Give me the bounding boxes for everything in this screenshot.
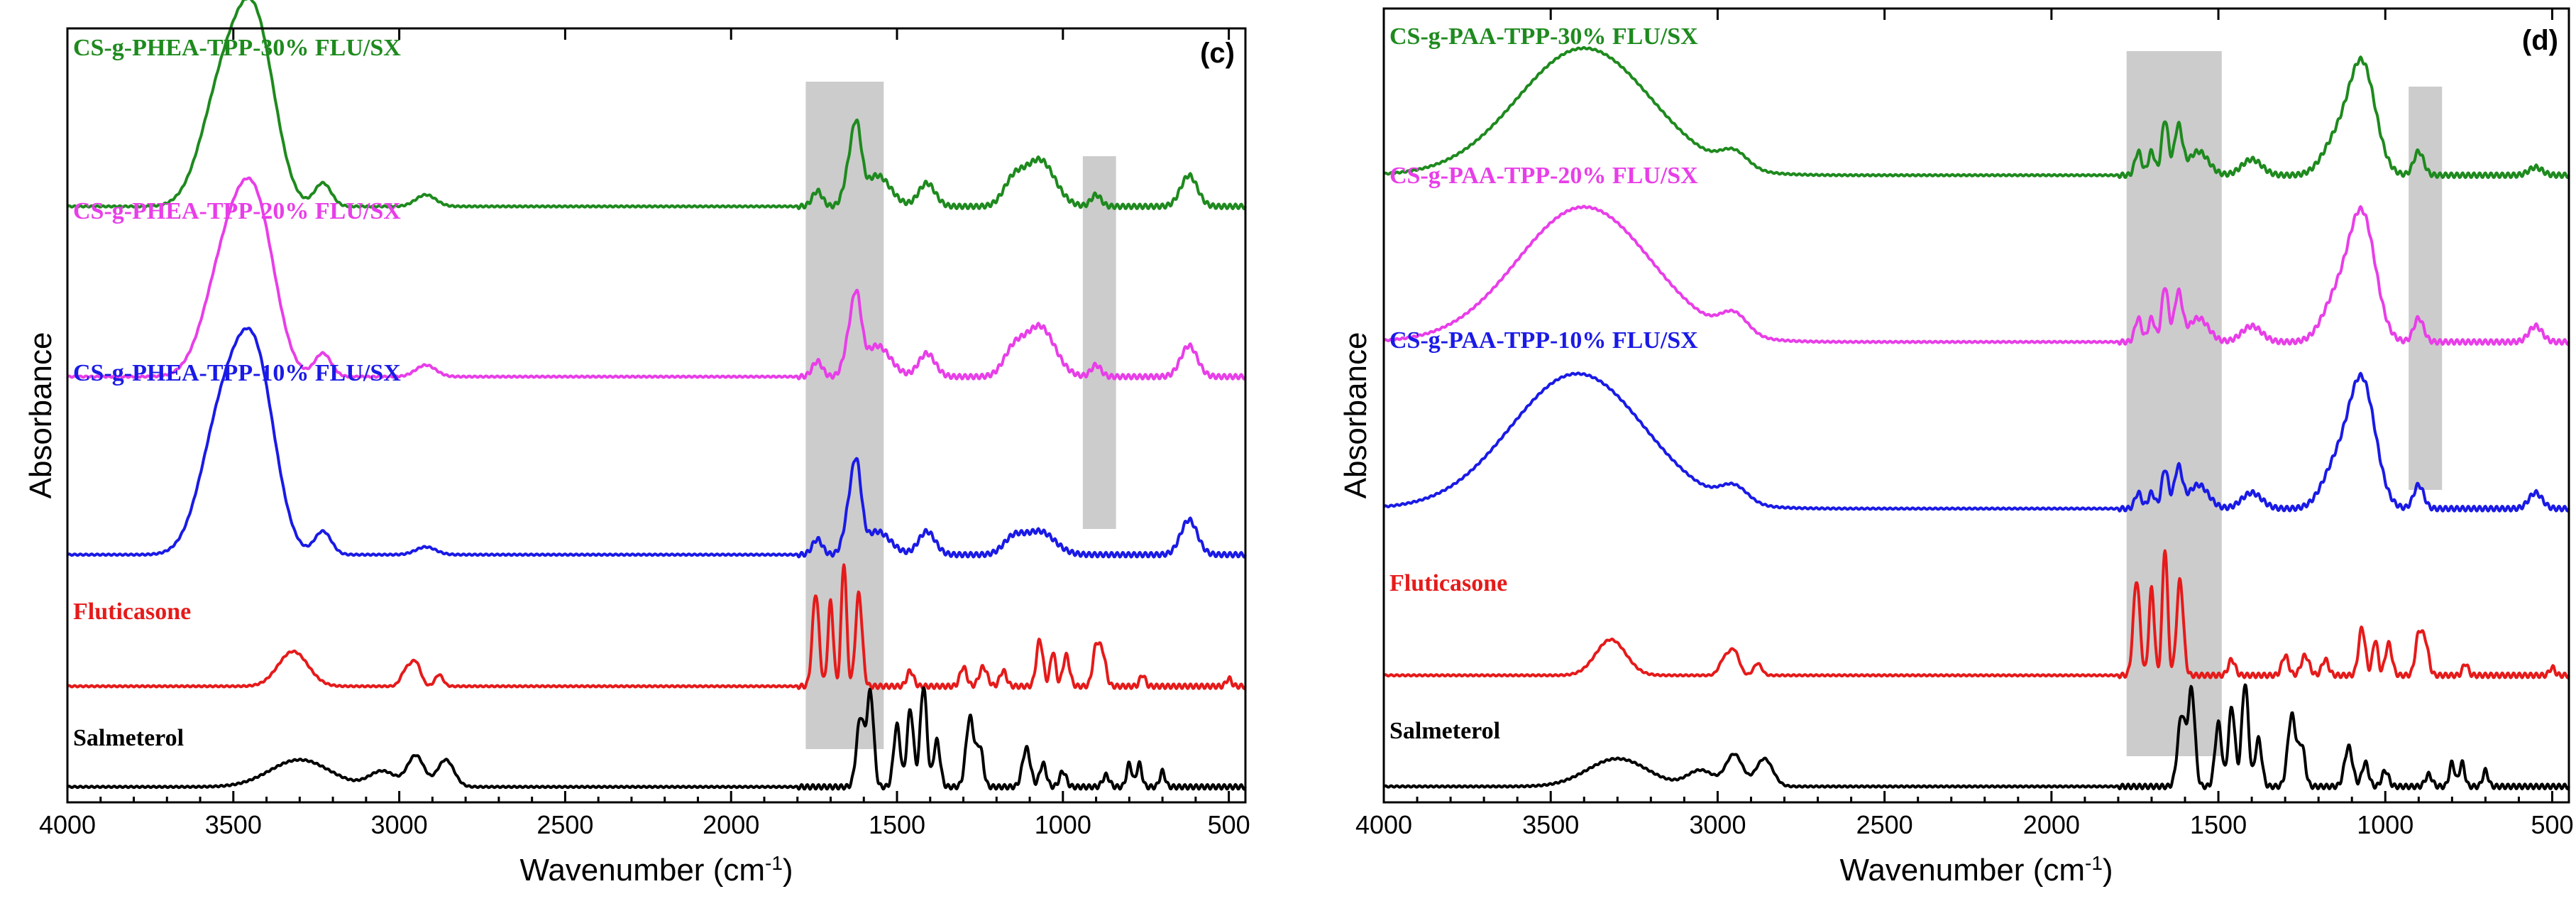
- spectrum-fluticasone: [1382, 549, 2570, 680]
- series-label-phea-30: CS-g-PHEA-TPP-30% FLU/SX: [73, 35, 401, 61]
- x-tick-label: 1000: [2357, 810, 2413, 839]
- spectrum-fluticasone: [66, 563, 1247, 690]
- panel-c-ylabel: Absorbance: [23, 332, 58, 499]
- panel-d-spectra: [1382, 45, 2570, 790]
- series-label-fluticasone-c: Fluticasone: [73, 599, 191, 625]
- x-tick-label: 3000: [1689, 810, 1746, 839]
- series-label-salmeterol-c: Salmeterol: [73, 725, 184, 751]
- panel-d-xlabel: Wavenumber (cm-1): [1839, 852, 2113, 888]
- spectrum-cs-g-phea-tpp-30-flu-sx: [66, 0, 1247, 210]
- panel-c-label: (c): [1200, 38, 1235, 69]
- panel-c: 4000 3500 3000 2500 2000 1500 1000 500 (c) Wave…: [23, 0, 1250, 888]
- panel-d-series-labels: CS-g-PAA-TPP-30% FLU/SX CS-g-PAA-TPP-20%…: [1389, 23, 1698, 744]
- spectrum-cs-g-phea-tpp-20-flu-sx: [66, 176, 1247, 381]
- series-label-paa-10: CS-g-PAA-TPP-10% FLU/SX: [1389, 327, 1698, 354]
- panel-c-xlabel: Wavenumber (cm-1): [519, 852, 793, 888]
- x-tick-label: 1500: [2190, 810, 2247, 839]
- spectrum-salmeterol: [1382, 683, 2570, 790]
- highlight-band-2: [1082, 156, 1116, 529]
- panel-c-highlights: [805, 82, 1116, 749]
- x-tick-label: 500: [2531, 810, 2573, 839]
- x-tick-label: 2500: [1856, 810, 1913, 839]
- panel-d-ylabel: Absorbance: [1338, 332, 1373, 499]
- panel-d-frame: [1382, 7, 2570, 804]
- x-tick-label: 1000: [1035, 810, 1091, 839]
- x-tick-label: 3000: [371, 810, 428, 839]
- x-tick-label: 500: [1208, 810, 1250, 839]
- x-tick-label: 2500: [536, 810, 593, 839]
- panel-c-ticks: 4000 3500 3000 2500 2000 1500 1000 500: [39, 28, 1250, 839]
- series-label-paa-30: CS-g-PAA-TPP-30% FLU/SX: [1389, 23, 1698, 50]
- panel-c-series-labels: CS-g-PHEA-TPP-30% FLU/SX CS-g-PHEA-TPP-2…: [73, 35, 401, 751]
- x-tick-label: 4000: [39, 810, 96, 839]
- panel-d: 4000 3500 3000 2500 2000 1500 1000 500 (d) Wave…: [1338, 7, 2574, 888]
- series-label-paa-20: CS-g-PAA-TPP-20% FLU/SX: [1389, 163, 1698, 189]
- x-tick-label: 2000: [703, 810, 759, 839]
- panel-d-label: (d): [2522, 25, 2558, 56]
- x-tick-label: 3500: [205, 810, 262, 839]
- x-tick-label: 3500: [1522, 810, 1579, 839]
- series-label-fluticasone-d: Fluticasone: [1389, 570, 1507, 596]
- series-label-salmeterol-d: Salmeterol: [1389, 718, 1500, 744]
- x-tick-label: 2000: [2023, 810, 2080, 839]
- spectrum-cs-g-paa-tpp-10-flu-sx: [1382, 371, 2570, 513]
- series-label-phea-10: CS-g-PHEA-TPP-10% FLU/SX: [73, 360, 401, 386]
- x-tick-label: 1500: [869, 810, 925, 839]
- highlight-band-2: [2409, 87, 2443, 490]
- panel-c-spectra: [66, 0, 1247, 791]
- spectrum-salmeterol: [66, 686, 1247, 791]
- x-tick-label: 4000: [1355, 810, 1412, 839]
- panel-c-frame: [66, 27, 1247, 804]
- spectrum-cs-g-paa-tpp-30-flu-sx: [1382, 45, 2570, 180]
- panel-d-ticks: 4000 3500 3000 2500 2000 1500 1000 500: [1355, 9, 2574, 839]
- series-label-phea-20: CS-g-PHEA-TPP-20% FLU/SX: [73, 198, 401, 224]
- spectrum-cs-g-paa-tpp-20-flu-sx: [1382, 204, 2570, 346]
- spectrum-cs-g-phea-tpp-10-flu-sx: [66, 327, 1247, 559]
